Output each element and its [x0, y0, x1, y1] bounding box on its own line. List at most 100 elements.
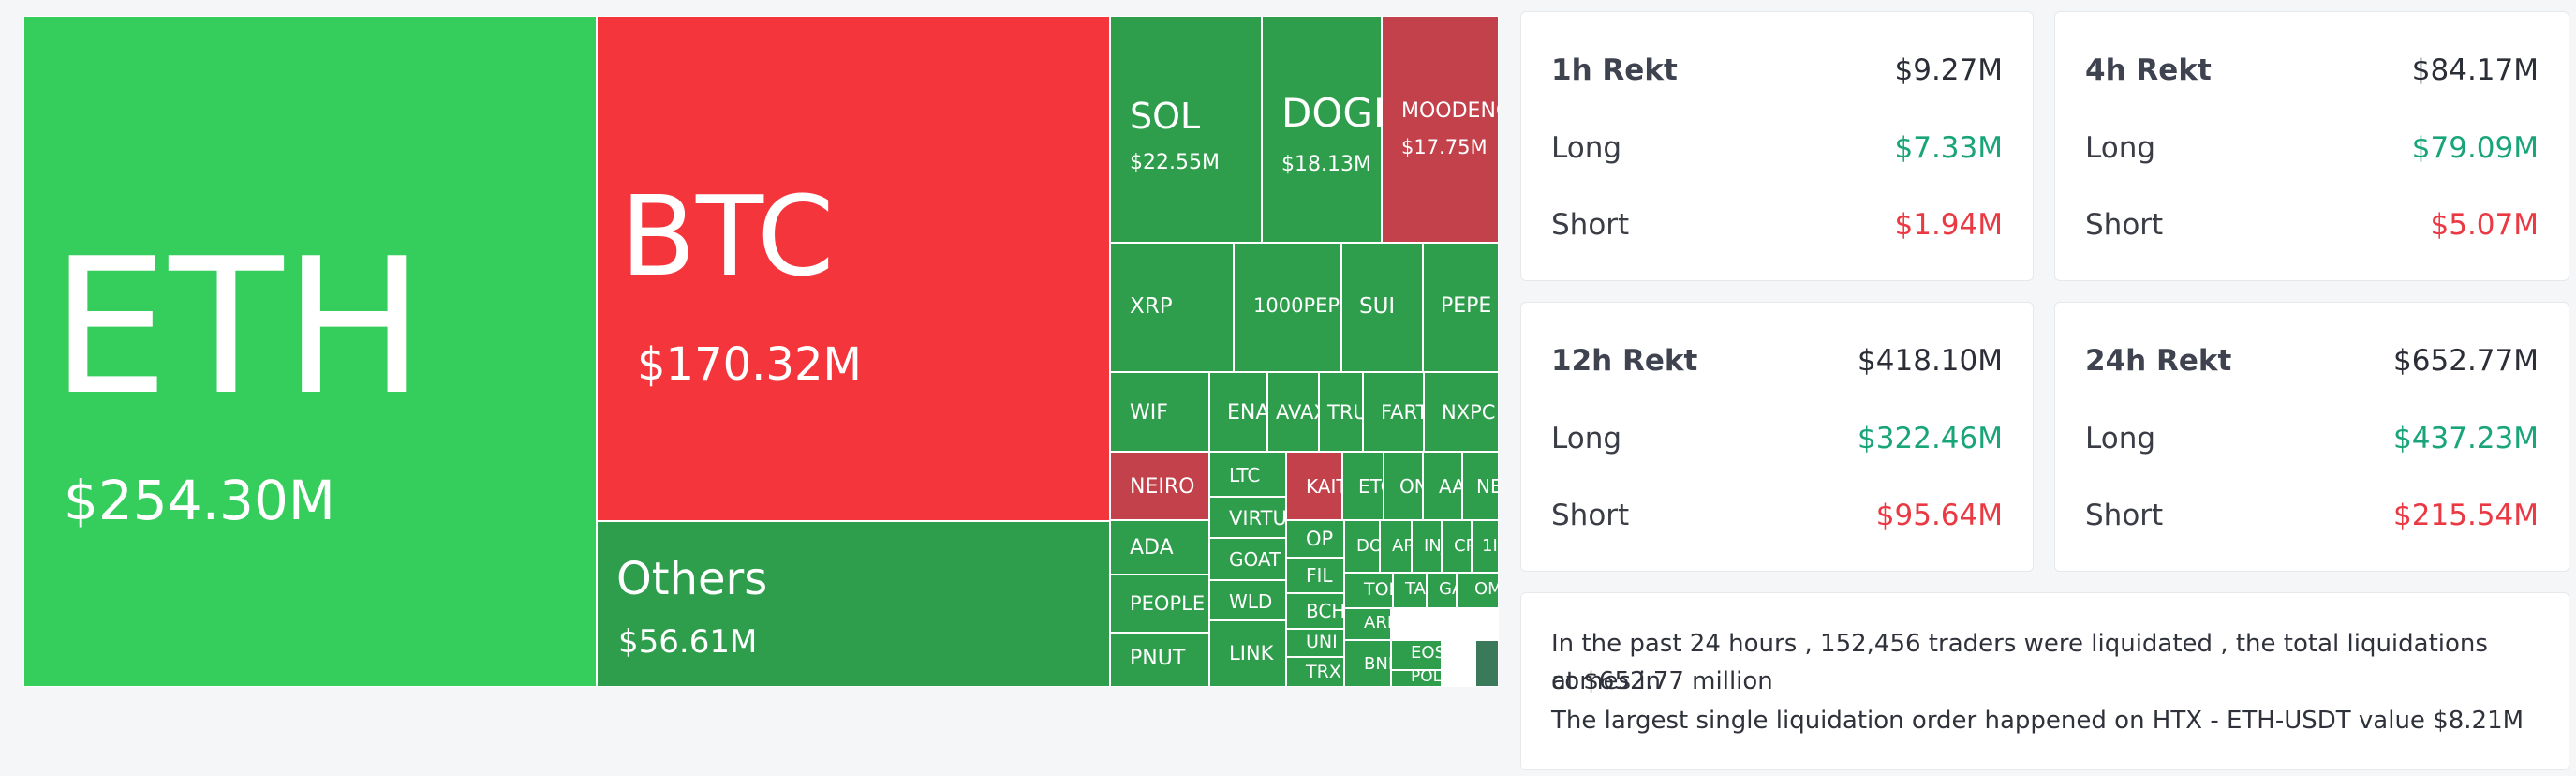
treemap-tile-crv[interactable]: CRV: [1442, 520, 1472, 573]
tile-symbol: NEAR: [1476, 475, 1498, 498]
treemap-tile-people[interactable]: PEOPLE: [1110, 575, 1209, 633]
treemap-tile-arb[interactable]: ARB: [1380, 520, 1412, 573]
treemap-tile-near[interactable]: NEAR: [1462, 452, 1499, 520]
treemap-tile-bnb[interactable]: BNB: [1344, 640, 1391, 687]
treemap-tile-link[interactable]: LINK: [1209, 620, 1286, 687]
tile-symbol: BCH: [1306, 600, 1344, 622]
treemap-tile-wld[interactable]: WLD: [1209, 580, 1286, 620]
liquidation-treemap: ETH $254.30M BTC $170.32M Others $56.61M SOL $2…: [23, 16, 1499, 687]
treemap-tile-ada[interactable]: ADA: [1110, 520, 1209, 575]
treemap-tile-gala[interactable]: GALA: [1427, 573, 1457, 608]
treemap-tile-dot[interactable]: DOT: [1344, 520, 1380, 573]
treemap-tile-fil[interactable]: FIL: [1286, 558, 1344, 593]
treemap-tile-kaito[interactable]: KAITO: [1286, 452, 1342, 520]
stat-card-4h: 4h Rekt $84.17M Long $79.09M Short $5.07M: [2054, 11, 2569, 281]
tile-symbol: WLD: [1229, 590, 1273, 613]
treemap-tile-btc[interactable]: BTC $170.32M: [597, 16, 1110, 521]
treemap-tile-bch[interactable]: BCH: [1286, 593, 1344, 629]
tile-symbol: OP: [1306, 528, 1334, 550]
tile-symbol: OM: [1474, 579, 1498, 599]
treemap-tile-neiro[interactable]: NEIRO: [1110, 452, 1209, 520]
treemap-tile-avax[interactable]: AVAX: [1267, 372, 1319, 452]
treemap-tile-etc[interactable]: ETC: [1342, 452, 1384, 520]
tile-symbol: 1000PEPE: [1253, 294, 1340, 317]
tile-symbol: 1INCH: [1482, 536, 1498, 556]
treemap-tile-ondo[interactable]: ONDO: [1384, 452, 1423, 520]
treemap-tile-uni[interactable]: UNI: [1286, 629, 1344, 657]
treemap-tile-eos[interactable]: EOS: [1391, 640, 1442, 670]
tile-symbol: BTC: [620, 172, 835, 301]
tile-symbol: PEOPLE: [1130, 592, 1206, 615]
tile-symbol: BNB: [1364, 654, 1390, 674]
tile-symbol: ENA: [1227, 401, 1267, 425]
treemap-tile-pepe[interactable]: PEPE: [1423, 243, 1499, 372]
tile-symbol: NEIRO: [1130, 475, 1195, 499]
tile-symbol: MOODENG: [1401, 99, 1498, 123]
treemap-tile-arkm[interactable]: ARKM: [1344, 608, 1391, 640]
short-label: Short: [1551, 499, 1630, 532]
short-amount: $1.94M: [1894, 208, 2004, 242]
tile-symbol: INJ: [1424, 536, 1442, 556]
treemap-tile-aave[interactable]: AAVE: [1423, 452, 1462, 520]
treemap-tile-1inch[interactable]: 1INCH: [1472, 520, 1499, 573]
long-amount: $7.33M: [1894, 131, 2004, 165]
treemap-tile-inj[interactable]: INJ: [1412, 520, 1442, 573]
treemap-tile-wif[interactable]: WIF: [1110, 372, 1209, 452]
tile-symbol: TAO: [1405, 579, 1426, 599]
tile-symbol: WIF: [1130, 401, 1168, 425]
tile-symbol: DOGE: [1281, 90, 1381, 136]
treemap-tile-trump[interactable]: TRUMP: [1319, 372, 1363, 452]
treemap-tile-op[interactable]: OP: [1286, 520, 1344, 558]
summary-line-3: The largest single liquidation order hap…: [1551, 707, 2524, 735]
treemap-tile-pnut[interactable]: PNUT: [1110, 633, 1209, 687]
treemap-tile-trx[interactable]: TRX: [1286, 657, 1344, 687]
treemap-tile-doge[interactable]: DOGE $18.13M: [1262, 16, 1382, 243]
long-label: Long: [1551, 131, 1622, 165]
treemap-tile-others[interactable]: Others $56.61M: [597, 521, 1110, 687]
stat-total: $84.17M: [2411, 53, 2539, 87]
treemap-tile-pol[interactable]: POL: [1391, 670, 1442, 687]
treemap-tile-ton[interactable]: TON: [1344, 573, 1393, 608]
long-label: Long: [2085, 131, 2156, 165]
tile-symbol: VIRTUAL: [1229, 507, 1286, 530]
tile-symbol: GOAT: [1229, 548, 1281, 571]
tile-symbol: TRUMP: [1327, 401, 1362, 424]
treemap-tile-sui[interactable]: SUI: [1341, 243, 1423, 372]
tile-value: $254.30M: [64, 469, 335, 532]
tile-symbol: XRP: [1130, 294, 1173, 319]
tile-symbol: TRX: [1306, 662, 1341, 682]
tile-symbol: CRV: [1454, 536, 1471, 556]
tile-value: $56.61M: [618, 623, 758, 661]
treemap-tile-1000pepe[interactable]: 1000PEPE: [1234, 243, 1341, 372]
stat-title: 24h Rekt: [2085, 344, 2232, 378]
tile-symbol: NXPC: [1442, 401, 1496, 424]
treemap-tile-fartcoin[interactable]: FARTCOIN: [1363, 372, 1424, 452]
treemap-tile-ena[interactable]: ENA: [1209, 372, 1267, 452]
long-label: Long: [1551, 422, 1622, 455]
tile-value: $18.13M: [1281, 153, 1371, 176]
tile-symbol: PEPE: [1441, 294, 1492, 318]
stat-card-24h: 24h Rekt $652.77M Long $437.23M Short $215.…: [2054, 302, 2569, 572]
short-amount: $215.54M: [2393, 499, 2539, 532]
tile-symbol: FARTCOIN: [1381, 401, 1424, 424]
treemap-tile-xrp[interactable]: XRP: [1110, 243, 1234, 372]
treemap-tile-sol[interactable]: SOL $22.55M: [1110, 16, 1262, 243]
tile-symbol: TON: [1364, 579, 1392, 600]
treemap-tile-goat[interactable]: GOAT: [1209, 538, 1286, 580]
treemap-tile-om[interactable]: OM: [1457, 573, 1499, 608]
tile-symbol: Others: [616, 553, 768, 605]
tile-symbol: UNI: [1306, 632, 1338, 652]
long-amount: $437.23M: [2393, 422, 2539, 455]
tile-value: $22.55M: [1130, 151, 1220, 174]
treemap-tile-virtual[interactable]: VIRTUAL: [1209, 497, 1286, 538]
tile-symbol: ADA: [1130, 536, 1174, 560]
stat-total: $9.27M: [1894, 53, 2004, 87]
tile-symbol: KAITO: [1306, 475, 1341, 498]
treemap-tile-tao[interactable]: TAO: [1393, 573, 1427, 608]
treemap-tile-eth[interactable]: ETH $254.30M: [23, 16, 597, 687]
treemap-tile-ltc[interactable]: LTC: [1209, 452, 1286, 497]
tile-symbol: AVAX: [1276, 401, 1318, 424]
treemap-tile-nxpc[interactable]: NXPC: [1424, 372, 1499, 452]
treemap-tile-unlabeled[interactable]: [1475, 640, 1499, 687]
treemap-tile-moodeng[interactable]: MOODENG $17.75M: [1382, 16, 1499, 243]
